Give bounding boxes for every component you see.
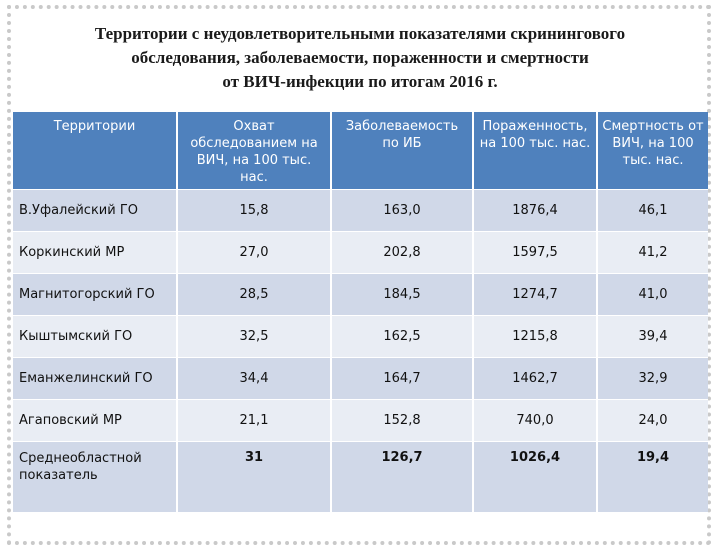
header-mortality: Смертность от ВИЧ, на 100 тыс. нас.	[597, 112, 708, 189]
cell-coverage: 27,0	[177, 230, 332, 273]
title-line-1: Территории с неудовлетворительными показ…	[94, 24, 626, 43]
cell-prevalence: 1462,7	[473, 356, 598, 399]
cell-territory: В.Уфалейский ГО	[13, 188, 178, 231]
cell-prevalence: 1026,4	[473, 440, 598, 512]
cell-mortality: 41,2	[597, 230, 708, 273]
cell-incidence: 164,7	[331, 356, 474, 399]
cell-coverage: 32,5	[177, 314, 332, 357]
cell-mortality: 39,4	[597, 314, 708, 357]
title-line-2: обследования, заболеваемости, пораженнос…	[131, 48, 589, 67]
cell-incidence: 202,8	[331, 230, 474, 273]
cell-coverage: 31	[177, 440, 332, 512]
cell-mortality: 19,4	[597, 440, 708, 512]
table-row: Кыштымский ГО 32,5 162,5 1215,8 39,4	[13, 314, 708, 357]
cell-prevalence: 1597,5	[473, 230, 598, 273]
cell-mortality: 46,1	[597, 188, 708, 231]
cell-coverage: 34,4	[177, 356, 332, 399]
cell-incidence: 126,7	[331, 440, 474, 512]
header-territory: Территории	[13, 112, 178, 189]
table-row: Еманжелинский ГО 34,4 164,7 1462,7 32,9	[13, 356, 708, 399]
header-incidence: Заболеваемость по ИБ	[331, 112, 474, 189]
header-prevalence: Пораженность, на 100 тыс. нас.	[473, 112, 598, 189]
cell-territory: Агаповский МР	[13, 398, 178, 441]
cell-mortality: 41,0	[597, 272, 708, 315]
cell-territory: Коркинский МР	[13, 230, 178, 273]
cell-mortality: 32,9	[597, 356, 708, 399]
cell-incidence: 162,5	[331, 314, 474, 357]
header-coverage: Охват обследованием на ВИЧ, на 100 тыс. …	[177, 112, 332, 189]
cell-prevalence: 1876,4	[473, 188, 598, 231]
cell-coverage: 21,1	[177, 398, 332, 441]
table-row: Магнитогорский ГО 28,5 184,5 1274,7 41,0	[13, 272, 708, 315]
cell-coverage: 15,8	[177, 188, 332, 231]
table-header-row: Территории Охват обследованием на ВИЧ, н…	[13, 112, 708, 189]
cell-prevalence: 1274,7	[473, 272, 598, 315]
table-total-row: Среднеобластной показатель 31 126,7 1026…	[13, 440, 708, 512]
cell-territory: Магнитогорский ГО	[13, 272, 178, 315]
stats-table: Территории Охват обследованием на ВИЧ, н…	[13, 112, 708, 512]
slide-title: Территории с неудовлетворительными показ…	[30, 22, 690, 94]
cell-coverage: 28,5	[177, 272, 332, 315]
cell-prevalence: 740,0	[473, 398, 598, 441]
stats-table-container: Территории Охват обследованием на ВИЧ, н…	[13, 112, 708, 512]
cell-territory: Кыштымский ГО	[13, 314, 178, 357]
cell-incidence: 152,8	[331, 398, 474, 441]
cell-territory: Среднеобластной показатель	[13, 440, 178, 512]
title-line-3: от ВИЧ-инфекции по итогам 2016 г.	[222, 72, 498, 91]
table-row: Агаповский МР 21,1 152,8 740,0 24,0	[13, 398, 708, 441]
cell-territory: Еманжелинский ГО	[13, 356, 178, 399]
slide-frame	[7, 5, 711, 545]
cell-prevalence: 1215,8	[473, 314, 598, 357]
table-row: В.Уфалейский ГО 15,8 163,0 1876,4 46,1	[13, 188, 708, 231]
cell-incidence: 163,0	[331, 188, 474, 231]
cell-mortality: 24,0	[597, 398, 708, 441]
cell-incidence: 184,5	[331, 272, 474, 315]
table-row: Коркинский МР 27,0 202,8 1597,5 41,2	[13, 230, 708, 273]
